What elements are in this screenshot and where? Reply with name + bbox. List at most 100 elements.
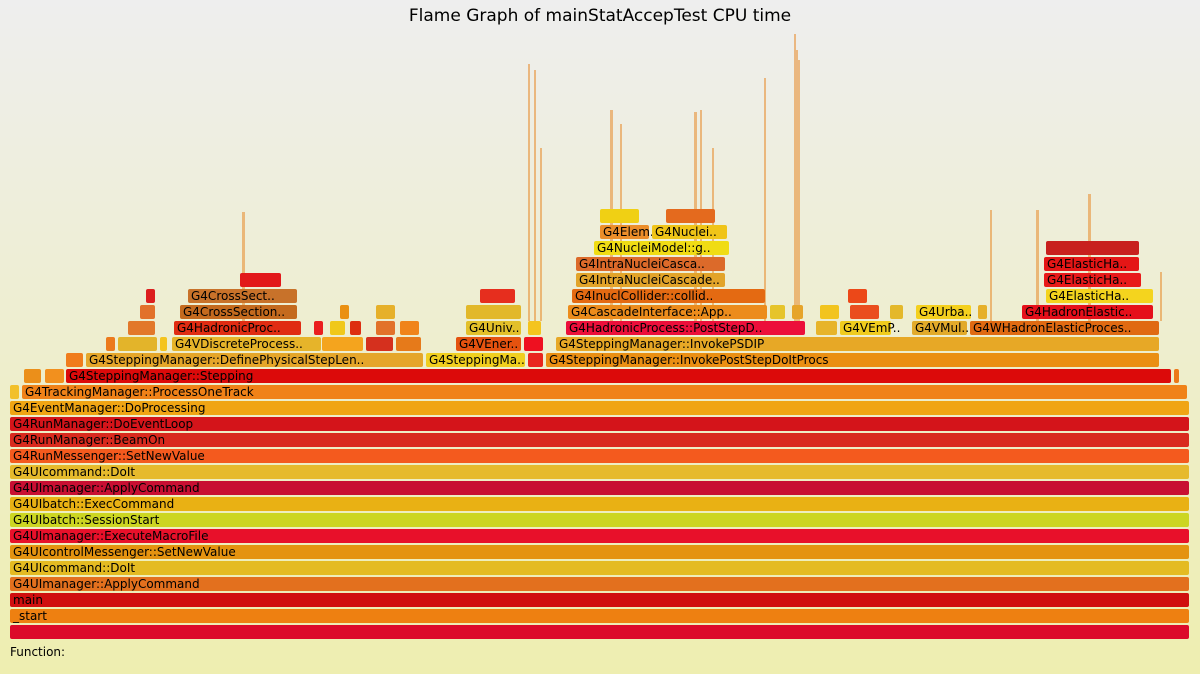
flame-frame[interactable]	[524, 337, 543, 351]
flame-spike[interactable]	[764, 78, 766, 321]
flame-frame[interactable]: G4UImanager::ExecuteMacroFile	[10, 529, 1189, 543]
frame-bar[interactable]	[10, 497, 1189, 511]
flame-frame[interactable]	[45, 369, 64, 383]
frame-bar[interactable]	[10, 529, 1189, 543]
frame-bar[interactable]	[66, 353, 83, 367]
flame-frame[interactable]: G4Nuclei..	[652, 225, 727, 239]
flame-frame[interactable]: G4UImanager::ApplyCommand	[10, 481, 1189, 495]
frame-bar[interactable]	[524, 337, 543, 351]
flame-frame[interactable]	[850, 305, 879, 319]
frame-bar[interactable]	[180, 305, 297, 319]
frame-bar[interactable]	[146, 289, 155, 303]
frame-bar[interactable]	[172, 337, 321, 351]
flame-frame[interactable]: G4Univ..	[466, 321, 521, 335]
frame-bar[interactable]	[10, 417, 1189, 431]
flame-frame[interactable]	[128, 321, 155, 335]
frame-bar[interactable]	[400, 321, 419, 335]
flame-frame[interactable]	[10, 385, 19, 399]
flame-frame[interactable]	[792, 305, 803, 319]
frame-bar[interactable]	[970, 321, 1159, 335]
frame-bar[interactable]	[466, 305, 521, 319]
flame-frame[interactable]: G4IntraNucleiCascade..	[576, 273, 725, 287]
frame-bar[interactable]	[24, 369, 41, 383]
flame-frame[interactable]: G4UIbatch::ExecCommand	[10, 497, 1189, 511]
flame-frame[interactable]	[376, 321, 395, 335]
frame-bar[interactable]	[600, 225, 649, 239]
flame-frame[interactable]: G4UImanager::ApplyCommand	[10, 577, 1189, 591]
frame-bar[interactable]	[528, 353, 543, 367]
frame-bar[interactable]	[576, 273, 725, 287]
flame-frame[interactable]	[118, 337, 157, 351]
frame-bar[interactable]	[1046, 241, 1139, 255]
flame-frame[interactable]: G4SteppingManager::Stepping	[66, 369, 1171, 383]
frame-bar[interactable]	[1046, 289, 1153, 303]
flame-frame[interactable]: G4VDiscreteProcess..	[172, 337, 321, 351]
flame-spike[interactable]	[242, 212, 245, 321]
flame-frame[interactable]	[890, 305, 903, 319]
flame-spike[interactable]	[540, 148, 542, 321]
flame-frame[interactable]: G4VEner..	[456, 337, 521, 351]
flame-frame[interactable]: G4CascadeInterface::App..	[568, 305, 767, 319]
frame-bar[interactable]	[1174, 369, 1179, 383]
flame-spike[interactable]	[990, 210, 992, 321]
frame-bar[interactable]	[1044, 273, 1141, 287]
frame-bar[interactable]	[22, 385, 1187, 399]
frame-bar[interactable]	[366, 337, 393, 351]
frame-bar[interactable]	[45, 369, 64, 383]
frame-bar[interactable]	[770, 305, 785, 319]
flame-frame[interactable]	[10, 625, 1189, 639]
frame-bar[interactable]	[160, 337, 167, 351]
flame-frame[interactable]: G4ElasticHa..	[1044, 257, 1139, 271]
frame-bar[interactable]	[10, 401, 1189, 415]
flame-frame[interactable]	[978, 305, 987, 319]
frame-bar[interactable]	[576, 257, 725, 271]
frame-bar[interactable]	[600, 209, 639, 223]
flame-frame[interactable]	[340, 305, 349, 319]
flame-frame[interactable]: G4NucleiModel::g..	[594, 241, 729, 255]
flame-frame[interactable]: G4CrossSect..	[188, 289, 297, 303]
flame-frame[interactable]: G4EventManager::DoProcessing	[10, 401, 1189, 415]
flame-frame[interactable]	[528, 321, 541, 335]
flame-spike[interactable]	[534, 70, 536, 321]
frame-bar[interactable]	[1044, 257, 1139, 271]
frame-bar[interactable]	[128, 321, 155, 335]
frame-bar[interactable]	[240, 273, 281, 287]
flame-frame[interactable]: G4SteppingMa..	[426, 353, 525, 367]
frame-bar[interactable]	[480, 289, 515, 303]
flame-frame[interactable]: _start	[10, 609, 1189, 623]
frame-bar[interactable]	[1022, 305, 1153, 319]
frame-bar[interactable]	[10, 593, 1189, 607]
flame-frame[interactable]: G4RunManager::BeamOn	[10, 433, 1189, 447]
frame-bar[interactable]	[10, 545, 1189, 559]
frame-bar[interactable]	[376, 321, 395, 335]
flame-frame[interactable]: G4RunMessenger::SetNewValue	[10, 449, 1189, 463]
frame-bar[interactable]	[652, 225, 727, 239]
flame-spike[interactable]	[1160, 272, 1162, 321]
frame-bar[interactable]	[10, 577, 1189, 591]
flame-frame[interactable]	[600, 209, 639, 223]
frame-bar[interactable]	[174, 321, 301, 335]
flame-frame[interactable]	[314, 321, 323, 335]
frame-bar[interactable]	[666, 209, 715, 223]
flame-frame[interactable]	[480, 289, 515, 303]
frame-bar[interactable]	[106, 337, 115, 351]
frame-bar[interactable]	[66, 369, 1171, 383]
flame-frame[interactable]	[466, 305, 521, 319]
frame-bar[interactable]	[396, 337, 421, 351]
frame-bar[interactable]	[118, 337, 157, 351]
frame-bar[interactable]	[376, 305, 395, 319]
flame-frame[interactable]: G4UIbatch::SessionStart	[10, 513, 1189, 527]
flame-frame[interactable]: G4Elem..	[600, 225, 658, 239]
frame-bar[interactable]	[848, 289, 867, 303]
flame-spike[interactable]	[796, 50, 798, 321]
flame-frame[interactable]	[330, 321, 345, 335]
flame-frame[interactable]: main	[10, 593, 1189, 607]
flame-spike[interactable]	[1036, 210, 1039, 321]
frame-bar[interactable]	[556, 337, 1159, 351]
frame-bar[interactable]	[86, 353, 423, 367]
frame-bar[interactable]	[10, 561, 1189, 575]
flame-frame[interactable]: G4WHadronElasticProces..	[970, 321, 1159, 335]
frame-bar[interactable]	[792, 305, 803, 319]
frame-bar[interactable]	[978, 305, 987, 319]
